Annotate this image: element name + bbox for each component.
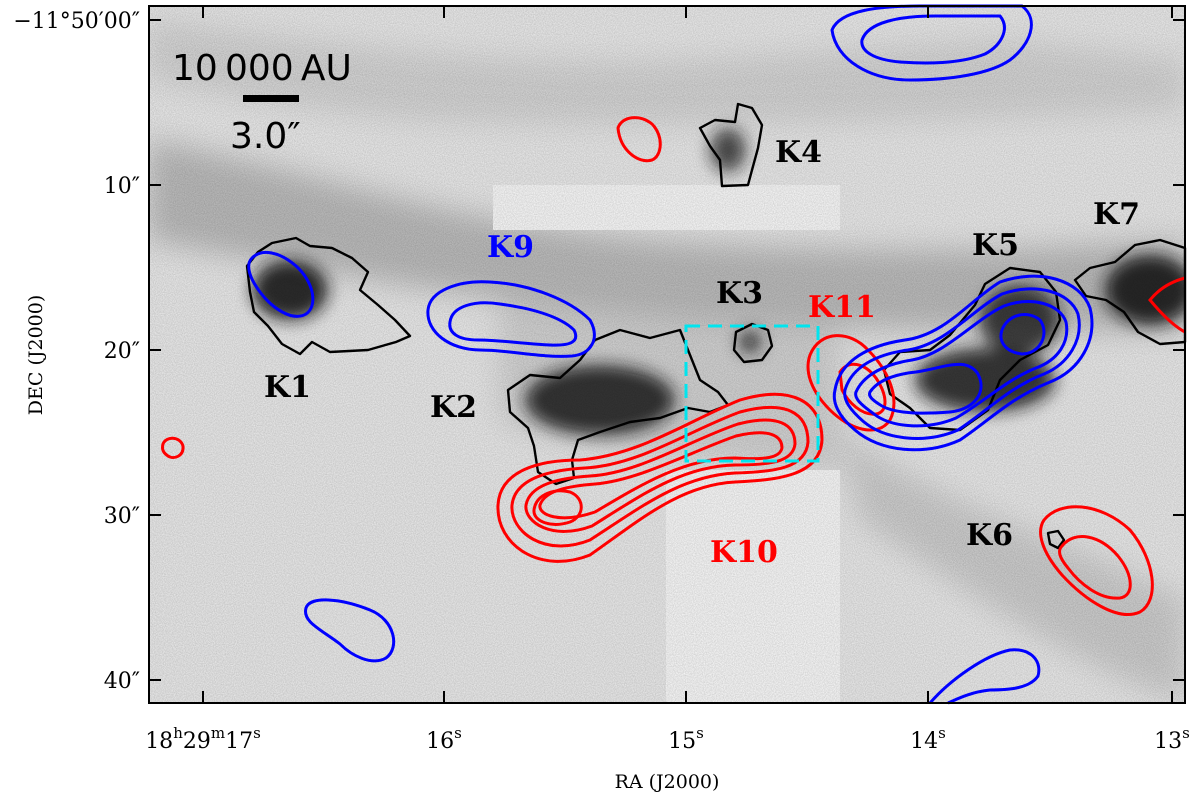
knot-label-k4: K4 [775,135,822,170]
x-tick-label: 16s [426,724,462,754]
cyan-dashed-box [684,324,820,463]
knot-label-k2: K2 [430,390,477,425]
scale-bar-line [243,95,299,102]
k1-blue-contour [247,250,315,318]
k10-contours [496,392,824,563]
y-tick-label: −11°50′00″ [13,9,140,34]
knot-label-k9: K9 [487,230,534,265]
bottom-left-blue-contour [304,598,396,663]
y-tick-label: 40″ [104,669,140,694]
y-tick-label: 20″ [104,339,140,364]
x-tick-labels: 18h29m17s 16s 15s 14s 13s [145,724,1190,754]
grayscale-image [149,6,1185,703]
x-tick-label: 13s [1154,724,1190,754]
knot-label-k11: K11 [808,290,876,325]
scale-bar-angular-label: 3.0″ [230,116,301,157]
k9-contours [426,280,596,358]
blue-contours [247,4,1094,705]
scale-bar-physical-label: 10 000 AU [172,48,352,89]
y-tick-label: 30″ [104,504,140,529]
plot-frame [148,5,1186,704]
y-tick-label: 10″ [104,174,140,199]
x-tick-label-first: 18h29m17s [145,724,261,754]
top-blue-contours [830,4,1033,82]
knot-labels: K1 K2 K3 K4 K5 K6 K7 K9 K10 K11 [264,135,1140,570]
y-axis-title: DEC (J2000) [25,295,47,415]
x-ticks [202,6,1173,703]
scale-bar: 10 000 AU 3.0″ [172,48,352,157]
knot-label-k6: K6 [966,518,1013,553]
x-tick-label: 15s [668,724,704,754]
knot-label-k5: K5 [972,228,1019,263]
y-ticks [149,19,1185,681]
knot-label-k1: K1 [264,370,311,405]
knot-label-k10: K10 [710,535,778,570]
bottom-right-blue-contour [928,648,1041,705]
knot-label-k7: K7 [1093,197,1140,232]
x-axis-title: RA (J2000) [615,771,720,793]
k6-red-contours [1039,505,1154,616]
y-tick-labels: −11°50′00″ 10″ 20″ 30″ 40″ [13,9,140,694]
k5-blue-contours [832,274,1094,452]
left-red-contour [161,436,185,460]
k7-red-contour [1148,276,1186,334]
k4-red-contour [616,116,662,163]
x-tick-label: 14s [910,724,946,754]
knot-label-k3: K3 [716,276,763,311]
